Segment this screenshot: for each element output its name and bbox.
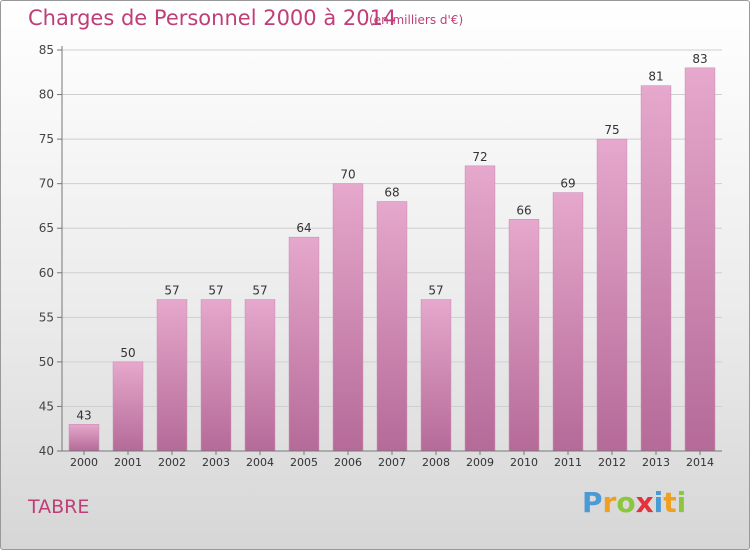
data-label: 50 xyxy=(120,346,135,360)
y-tick-label: 85 xyxy=(39,43,54,57)
x-tick-label: 2013 xyxy=(642,456,670,469)
data-label: 66 xyxy=(516,203,531,217)
chart-subtitle: (en milliers d'€) xyxy=(369,13,464,27)
bar xyxy=(68,424,100,452)
bar xyxy=(112,361,144,452)
data-label: 43 xyxy=(76,408,91,422)
logo-letter: o xyxy=(616,486,636,519)
y-tick-label: 45 xyxy=(39,399,54,413)
bar xyxy=(376,201,408,452)
x-tick-label: 2002 xyxy=(158,456,186,469)
x-tick-label: 2007 xyxy=(378,456,406,469)
x-tick-label: 2005 xyxy=(290,456,318,469)
x-tick-label: 2014 xyxy=(686,456,714,469)
data-label: 57 xyxy=(428,284,443,298)
bar xyxy=(464,165,496,452)
proxiti-logo: Proxiti xyxy=(582,486,686,519)
commune-name: TABRE xyxy=(28,496,90,518)
data-label: 83 xyxy=(692,52,707,66)
logo-letter: t xyxy=(663,486,677,519)
x-tick-label: 2010 xyxy=(510,456,538,469)
logo-letter: r xyxy=(602,486,617,519)
x-tick-label: 2011 xyxy=(554,456,582,469)
y-tick-label: 55 xyxy=(39,310,54,324)
bar xyxy=(640,85,672,452)
x-tick-label: 2003 xyxy=(202,456,230,469)
y-tick-label: 40 xyxy=(39,444,54,458)
data-label: 68 xyxy=(384,185,399,199)
y-tick-label: 50 xyxy=(39,355,54,369)
x-tick-label: 2008 xyxy=(422,456,450,469)
bar xyxy=(684,67,716,452)
logo-letter: x xyxy=(635,486,654,519)
x-tick-label: 2000 xyxy=(70,456,98,469)
data-label: 57 xyxy=(208,284,223,298)
bar xyxy=(244,299,276,452)
chart-title: Charges de Personnel 2000 à 2014 xyxy=(28,6,397,30)
x-tick-label: 2006 xyxy=(334,456,362,469)
bar xyxy=(288,236,320,452)
y-tick-label: 75 xyxy=(39,132,54,146)
data-label: 75 xyxy=(604,123,619,137)
bar xyxy=(420,299,452,452)
x-tick-label: 2001 xyxy=(114,456,142,469)
y-tick-label: 80 xyxy=(39,88,54,102)
data-label: 69 xyxy=(560,177,575,191)
data-label: 81 xyxy=(648,70,663,84)
bar xyxy=(508,219,540,452)
data-label: 57 xyxy=(164,284,179,298)
x-tick-label: 2009 xyxy=(466,456,494,469)
x-tick-label: 2004 xyxy=(246,456,274,469)
bar xyxy=(200,299,232,452)
bar xyxy=(156,299,188,452)
bar xyxy=(596,138,628,452)
bar xyxy=(552,192,584,452)
y-tick-label: 65 xyxy=(39,221,54,235)
logo-letter: i xyxy=(653,486,664,519)
data-label: 57 xyxy=(252,284,267,298)
x-tick-label: 2012 xyxy=(598,456,626,469)
data-label: 70 xyxy=(340,168,355,182)
y-tick-label: 60 xyxy=(39,266,54,280)
data-label: 64 xyxy=(296,221,311,235)
logo-letter: P xyxy=(582,486,603,519)
bar xyxy=(332,183,364,452)
data-label: 72 xyxy=(472,150,487,164)
y-tick-label: 70 xyxy=(39,177,54,191)
logo-letter: i xyxy=(676,486,687,519)
